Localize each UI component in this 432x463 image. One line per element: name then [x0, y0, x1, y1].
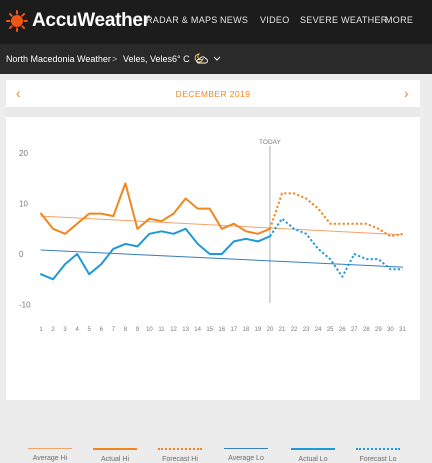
nav-more[interactable]: MORE [385, 15, 414, 25]
legend-label-average-hi: Average Hi [32, 455, 68, 462]
location-bar: North Macedonia Weather > Veles, Veles 6… [0, 44, 432, 74]
series-line-actual-lo [40, 227, 271, 281]
legend-label-average-lo: Average Lo [228, 455, 264, 462]
accuweather-logo[interactable]: AccuWeather [6, 10, 150, 32]
series-line-average-hi [40, 215, 403, 236]
x-tick-label: 1 [39, 327, 43, 333]
x-tick-label: 10 [146, 327, 153, 333]
x-tick-label: 28 [363, 327, 370, 333]
x-tick-label: 16 [218, 327, 225, 333]
partly-cloudy-night-icon [194, 53, 208, 64]
legend-average-hi: Average Hi [23, 448, 77, 462]
x-tick-label: 12 [170, 327, 177, 333]
x-tick-label: 3 [63, 327, 67, 333]
x-tick-label: 27 [351, 327, 358, 333]
x-tick-label: 24 [315, 327, 322, 333]
x-tick-label: 18 [243, 327, 250, 333]
chevron-down-icon[interactable] [213, 56, 221, 62]
legend-forecast-lo: Forecast Lo [351, 448, 405, 463]
x-tick-label: 26 [339, 327, 346, 333]
nav-news[interactable]: NEWS [220, 15, 249, 25]
nav-radar-maps[interactable]: RADAR & MAPS [146, 15, 218, 25]
legend-actual-lo: Actual Lo [286, 448, 340, 463]
current-temperature: 6° C [172, 54, 190, 64]
series-line-average-lo [40, 249, 403, 268]
x-tick-label: 22 [291, 327, 298, 333]
x-tick-label: 21 [279, 327, 286, 333]
x-tick-label: 30 [387, 327, 394, 333]
nav-video[interactable]: VIDEO [260, 15, 290, 25]
nav-severe-weather[interactable]: SEVERE WEATHER [300, 15, 388, 25]
legend-average-lo: Average Lo [219, 448, 273, 462]
series-line-forecast-lo [269, 217, 403, 278]
x-tick-label: 5 [88, 327, 92, 333]
x-tick-label: 20 [267, 327, 274, 333]
breadcrumb-separator: > [112, 54, 118, 64]
legend-line-actual-hi [93, 448, 137, 450]
x-tick-label: 15 [206, 327, 213, 333]
top-navigation: AccuWeather RADAR & MAPS NEWS VIDEO SEVE… [0, 0, 432, 44]
country-weather-link[interactable]: North Macedonia Weather [6, 54, 111, 64]
x-tick-label: 8 [124, 327, 128, 333]
legend-label-forecast-hi: Forecast Hi [162, 456, 198, 463]
x-tick-label: 25 [327, 327, 334, 333]
x-tick-label: 13 [182, 327, 189, 333]
x-tick-label: 9 [136, 327, 140, 333]
chevron-left-icon[interactable]: ‹ [16, 85, 21, 101]
legend-forecast-hi: Forecast Hi [153, 448, 207, 463]
logo-text: AccuWeather [32, 10, 150, 31]
legend-line-average-lo [224, 448, 268, 449]
chevron-right-icon[interactable]: › [404, 85, 409, 101]
legend-line-forecast-lo [356, 448, 400, 450]
y-tick-label: -10 [19, 301, 31, 310]
x-tick-label: 29 [375, 327, 382, 333]
chart-header-band [6, 107, 420, 117]
x-tick-label: 4 [75, 327, 79, 333]
month-title: DECEMBER 2019 [175, 89, 251, 99]
x-tick-label: 11 [158, 327, 165, 333]
today-label: TODAY [259, 139, 281, 146]
legend-label-forecast-lo: Forecast Lo [359, 456, 397, 463]
y-tick-label: 10 [19, 200, 28, 209]
legend-label-actual-lo: Actual Lo [298, 456, 328, 463]
x-tick-label: 19 [255, 327, 262, 333]
x-tick-label: 7 [112, 327, 116, 333]
city-name[interactable]: Veles, Veles [123, 54, 173, 64]
month-navigation: ‹ DECEMBER 2019 › [6, 80, 420, 108]
series-line-forecast-hi [269, 192, 403, 238]
series-line-actual-hi [40, 182, 271, 235]
legend-line-average-hi [28, 448, 72, 449]
x-tick-label: 2 [51, 327, 55, 333]
legend-label-actual-hi: Actual Hi [100, 456, 129, 463]
x-tick-label: 14 [194, 327, 201, 333]
x-tick-label: 6 [100, 327, 104, 333]
legend-actual-hi: Actual Hi [88, 448, 142, 463]
legend-line-actual-lo [291, 448, 335, 450]
sun-logo-icon [6, 10, 28, 32]
y-tick-label: 20 [19, 149, 28, 158]
legend-line-forecast-hi [158, 448, 202, 450]
x-tick-label: 23 [303, 327, 310, 333]
monthly-temperature-card: ‹ DECEMBER 2019 › 20 10 0 -10 1 2 3 4 5 6 7 8 9 10 11 1… [6, 80, 420, 463]
y-tick-label: 0 [19, 250, 24, 259]
x-tick-label: 31 [399, 327, 406, 333]
x-tick-label: 17 [230, 327, 237, 333]
